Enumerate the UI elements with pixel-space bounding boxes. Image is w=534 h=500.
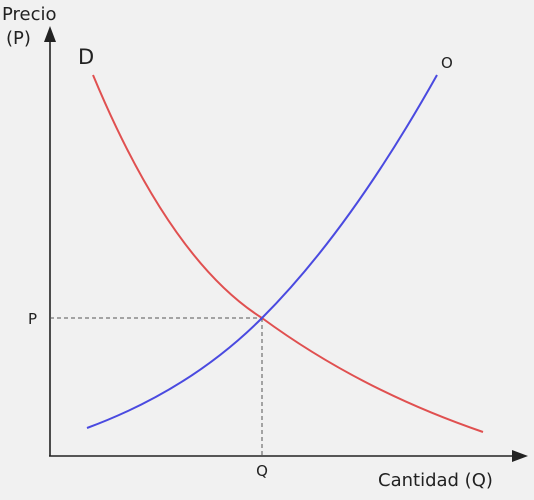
- supply-curve: [86, 74, 438, 429]
- quantity-label: Q: [256, 462, 268, 480]
- demand-label: D: [78, 45, 94, 69]
- x-axis-label: Cantidad (Q): [378, 470, 493, 491]
- y-axis-label: Precio: [2, 4, 57, 25]
- y-axis-label: (P): [6, 28, 31, 49]
- y-axis-arrow: [44, 26, 56, 42]
- price-label: P: [28, 310, 37, 328]
- supply-label: O: [441, 54, 453, 72]
- x-axis-arrow: [512, 450, 528, 462]
